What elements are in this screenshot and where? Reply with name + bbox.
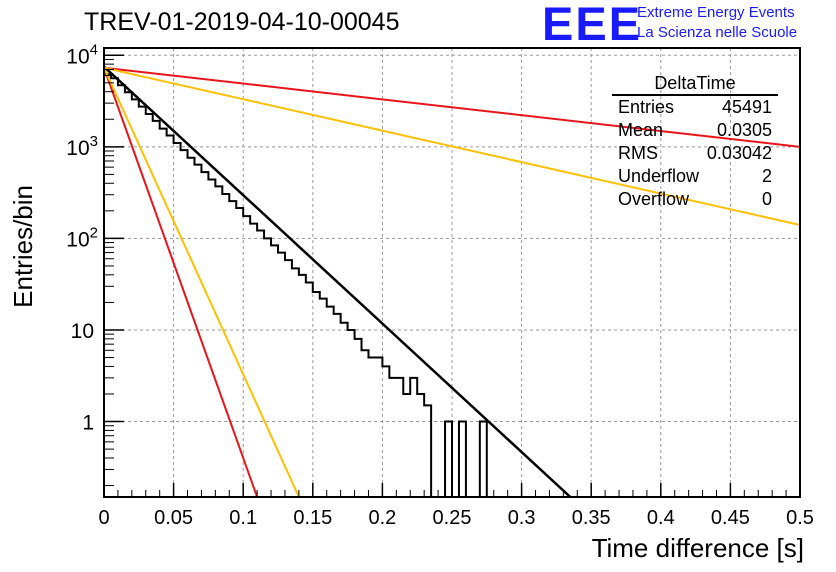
series-line-orange-2 <box>103 66 801 226</box>
x-tick-label: 0.4 <box>647 507 675 529</box>
stats-row-overflow: Overflow 0 <box>612 188 778 211</box>
y-tick-label: 1 <box>82 412 94 435</box>
y-tick-label: 10 <box>71 320 94 343</box>
x-tick-label: 0.35 <box>572 507 611 529</box>
x-tick-label: 0 <box>98 507 109 529</box>
stats-label: Entries <box>618 97 675 117</box>
stats-title: DeltaTime <box>612 72 778 96</box>
stats-label: Mean <box>618 120 664 140</box>
stats-value: 0.0305 <box>716 120 772 140</box>
chart-title: TREV-01-2019-04-10-00045 <box>84 8 400 36</box>
stats-value: 0 <box>761 189 772 209</box>
stats-row-entries: Entries 45491 <box>612 96 778 119</box>
stats-row-rms: RMS 0.03042 <box>612 142 778 165</box>
series-line-red-1 <box>103 66 801 148</box>
stats-row-underflow: Underflow 2 <box>612 165 778 188</box>
x-tick-label: 0.1 <box>229 507 257 529</box>
stats-label: Overflow <box>618 189 690 209</box>
stats-box: DeltaTime Entries 45491 Mean 0.0305 RMS … <box>612 72 778 211</box>
x-tick-label: 0.2 <box>368 507 396 529</box>
logo-line2: La Scienza nelle Scuole <box>637 24 798 41</box>
x-axis-label: Time difference [s] <box>591 533 804 563</box>
stats-label: Underflow <box>618 166 700 186</box>
series-line-red-3 <box>103 67 259 498</box>
x-tick-label: 0.5 <box>786 507 814 529</box>
logo-line1: Extreme Energy Events <box>637 4 795 21</box>
y-tick-label: 103 <box>66 133 98 160</box>
x-tick-label: 0.05 <box>154 507 193 529</box>
stats-value: 2 <box>761 166 772 186</box>
x-tick-label: 0.15 <box>293 507 332 529</box>
x-tick-label: 0.25 <box>433 507 472 529</box>
stats-value: 0.03042 <box>706 143 772 163</box>
y-tick-label: 104 <box>66 41 98 68</box>
stats-value: 45491 <box>721 97 772 117</box>
stats-row-mean: Mean 0.0305 <box>612 119 778 142</box>
series-line-black-0 <box>103 65 572 498</box>
stats-label: RMS <box>618 143 658 163</box>
x-tick-label: 0.3 <box>508 507 536 529</box>
y-tick-label: 102 <box>66 224 98 251</box>
x-tick-label: 0.45 <box>711 507 750 529</box>
series-line-orange-4 <box>103 67 300 498</box>
eee-logo-subtitle: Extreme Energy Events La Scienza nelle S… <box>637 3 797 43</box>
y-axis-label: Entries/bin <box>8 185 38 308</box>
eee-logo: EEE <box>542 0 643 50</box>
